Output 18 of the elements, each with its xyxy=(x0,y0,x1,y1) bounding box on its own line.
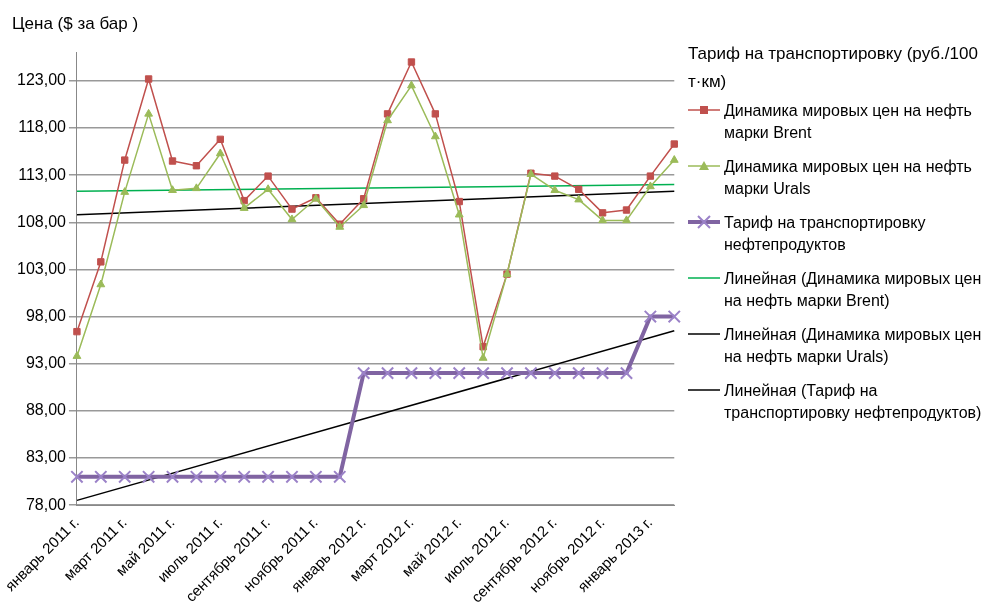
legend-label: Динамика мировых цен на нефть марки Brent xyxy=(724,101,973,143)
legend-label: Линейная (Тариф на транспортировку нефтепродуктов) xyxy=(724,381,983,423)
y-tick-label: 93,00 xyxy=(25,354,67,372)
y-tick-label: 108,00 xyxy=(17,212,67,230)
y-tick-label: 118,00 xyxy=(18,118,67,136)
y-axis-title: Цена ($ за бар ) xyxy=(12,14,139,34)
y-tick-label: 88,00 xyxy=(25,401,67,419)
legend-label: Линейная (Динамика мировых цен на нефть марки Brent) xyxy=(724,269,983,311)
y-tick-label: 98,00 xyxy=(25,306,67,324)
legend-label: Тариф на транспортировку нефтепродуктов xyxy=(724,213,927,255)
y-tick-label: 113,00 xyxy=(18,165,67,183)
y-tick-label: 103,00 xyxy=(17,259,67,277)
y-tick-label: 123,00 xyxy=(17,71,67,89)
legend-label: Динамика мировых цен на нефть марки Urals xyxy=(724,157,973,199)
legend-label: Линейная (Динамика мировых цен на нефть марки Urals) xyxy=(724,325,983,367)
y-tick-label: 78,00 xyxy=(25,495,67,513)
y-tick-label: 83,00 xyxy=(25,448,67,466)
legend-title: Тариф на транспортировку (руб./100 т·км) xyxy=(688,43,979,93)
